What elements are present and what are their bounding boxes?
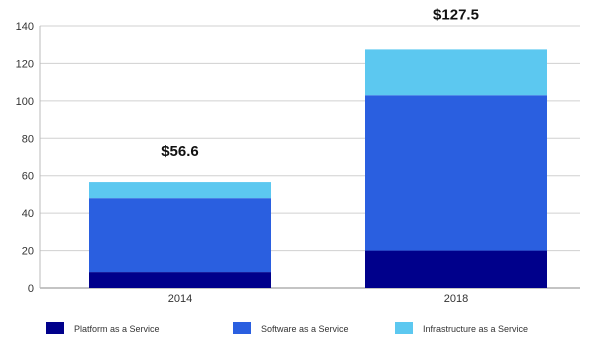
x-axis-ticks: 2014 2018 <box>168 293 468 305</box>
bar-total-label: $127.5 <box>433 6 479 23</box>
bar-2018-0 <box>365 250 547 288</box>
y-tick-label: 40 <box>22 208 34 220</box>
legend-label: Infrastructure as a Service <box>423 324 528 334</box>
x-tick-label: 2014 <box>168 293 192 305</box>
bar-2014-1 <box>89 198 271 273</box>
y-axis-ticks: 0 20 40 60 80 100 120 140 <box>16 21 34 295</box>
legend-swatch <box>395 322 413 334</box>
bar-2018-1 <box>365 95 547 251</box>
y-tick-label: 60 <box>22 171 34 183</box>
bar-2014-2 <box>89 182 271 199</box>
bar-total-label: $56.6 <box>161 143 199 160</box>
legend-label: Software as a Service <box>261 324 349 334</box>
segment-value-label: $ 24.5 <box>442 68 470 79</box>
y-tick-label: 140 <box>16 21 34 33</box>
y-tick-label: 120 <box>16 58 34 70</box>
segment-value-label: $ 8.7 <box>169 186 192 197</box>
legend-label: Platform as a Service <box>74 324 160 334</box>
bars: $ 8.7 $56.6 $ 24.5 $127.5 <box>89 6 547 288</box>
bar-2014-0 <box>89 272 271 288</box>
bar-2018-2 <box>365 49 547 96</box>
y-tick-label: 0 <box>28 283 34 295</box>
legend: Platform as a Service Software as a Servi… <box>46 322 528 334</box>
y-tick-label: 100 <box>16 96 34 108</box>
y-tick-label: 80 <box>22 133 34 145</box>
legend-swatch <box>233 322 251 334</box>
legend-swatch <box>46 322 64 334</box>
x-tick-label: 2018 <box>444 293 468 305</box>
y-tick-label: 20 <box>22 246 34 258</box>
